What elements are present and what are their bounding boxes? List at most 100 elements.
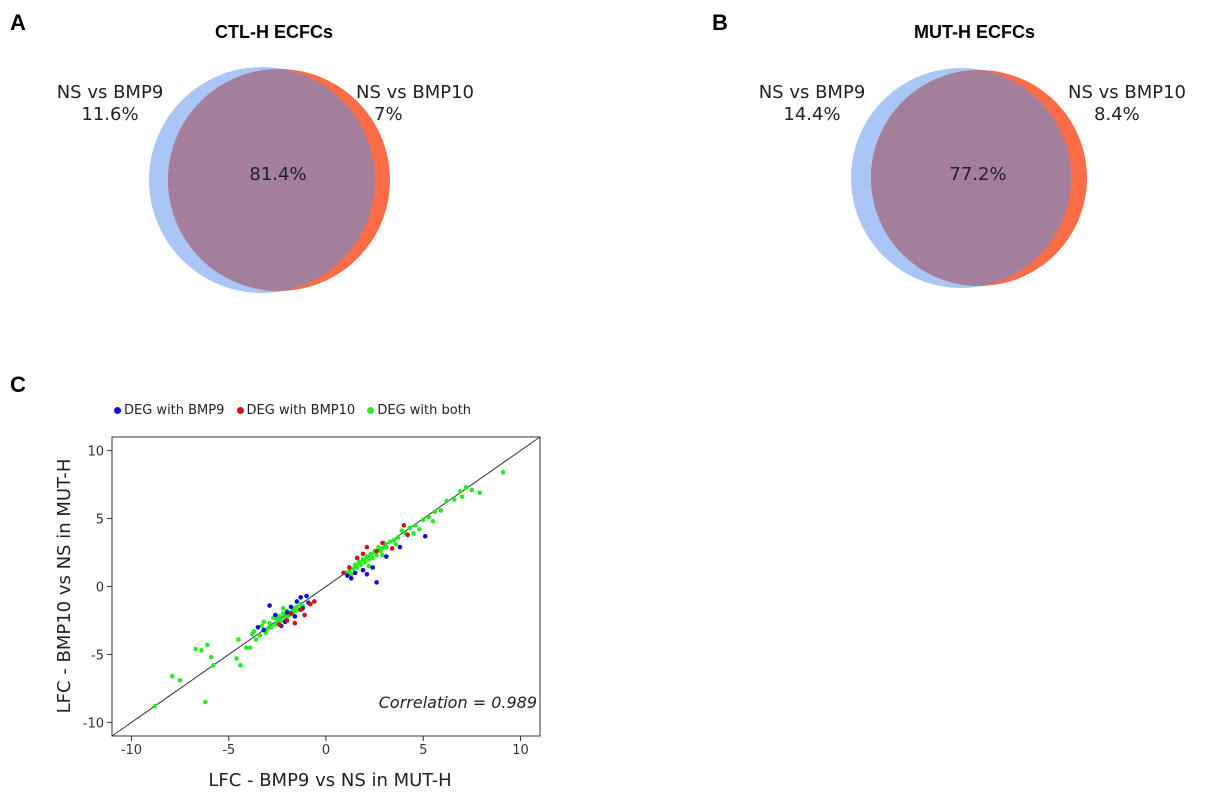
scatter-x-axis-label: LFC - BMP9 vs NS in MUT-H (208, 770, 451, 791)
point-deg-with-both (362, 559, 368, 565)
legend-item-bmp10: DEG with BMP10 (236, 403, 355, 418)
point-deg-with-both (199, 648, 204, 653)
point-deg-with-both (459, 494, 465, 500)
point-deg-with-bmp10 (312, 599, 317, 604)
point-deg-with-both (463, 484, 469, 490)
point-deg-with-bmp10 (374, 548, 379, 554)
point-deg-with-bmp10 (354, 555, 360, 561)
point-deg-with-bmp9 (422, 533, 428, 539)
venn-b-title: MUT-H ECFCs (914, 22, 1035, 42)
x-tick-label: -10 (121, 743, 142, 758)
point-deg-with-both (395, 535, 401, 540)
point-deg-with-both (280, 611, 286, 616)
venn-b-right-label: NS vs BMP10 8.4% (1068, 82, 1216, 126)
point-deg-with-both (203, 699, 208, 705)
venn-a-right-pct: 7% (374, 104, 403, 125)
point-deg-with-both (366, 557, 372, 562)
point-deg-with-both (350, 566, 356, 572)
venn-b-overlap-pct: 77.2% (949, 164, 1007, 185)
point-deg-with-both (267, 620, 272, 626)
point-deg-with-both (399, 528, 405, 534)
point-deg-with-both (269, 624, 274, 630)
legend-item-bmp9: DEG with BMP9 (114, 403, 224, 418)
identity-line (111, 436, 541, 737)
point-deg-with-both (432, 509, 438, 515)
point-deg-with-both (265, 626, 270, 631)
point-deg-with-bmp9 (348, 576, 354, 581)
point-deg-with-bmp10 (292, 620, 298, 626)
point-deg-with-bmp9 (294, 599, 300, 604)
point-deg-with-both (438, 508, 444, 513)
point-deg-with-both (253, 637, 259, 642)
point-deg-with-both (457, 489, 463, 494)
point-deg-with-both (251, 629, 257, 634)
venn-a-left-set: NS vs BMP9 (56, 82, 164, 103)
point-deg-with-both (500, 470, 506, 475)
point-deg-with-bmp9 (292, 614, 298, 619)
point-deg-with-both (280, 605, 286, 611)
venn-a-left-label: NS vs BMP9 11.6% (40, 82, 180, 126)
point-deg-with-bmp10 (347, 565, 352, 570)
point-deg-with-bmp9 (267, 603, 272, 608)
point-deg-with-bmp9 (273, 612, 278, 618)
x-tick-label: 0 (322, 743, 330, 758)
point-deg-with-both (284, 614, 290, 619)
venn-a-right-label: NS vs BMP10 7% (356, 82, 506, 126)
point-deg-with-both (205, 642, 210, 648)
legend-label-both: DEG with both (377, 403, 472, 418)
point-deg-with-both (393, 542, 399, 547)
point-deg-with-bmp9 (288, 604, 294, 610)
point-deg-with-bmp10 (341, 570, 346, 576)
point-deg-with-bmp9 (370, 565, 375, 570)
venn-a-left-pct: 11.6% (81, 104, 139, 125)
legend-dot-bmp10 (236, 406, 244, 414)
point-deg-with-both (277, 614, 282, 619)
point-deg-with-both (380, 552, 385, 558)
point-deg-with-both (426, 514, 432, 520)
legend-dot-bmp9 (114, 406, 121, 414)
point-deg-with-both (477, 490, 482, 496)
correlation-annotation: Correlation = 0.989 (379, 693, 537, 712)
venn-a-overlap-pct: 81.4% (249, 164, 307, 185)
point-deg-with-both (259, 623, 265, 629)
x-tick-label: -5 (222, 743, 235, 758)
point-deg-with-bmp9 (304, 593, 309, 599)
y-tick-label: 5 (96, 513, 104, 528)
point-deg-with-bmp9 (397, 544, 403, 550)
point-deg-with-bmp9 (284, 610, 290, 615)
point-deg-with-both (358, 562, 364, 568)
point-deg-with-bmp9 (384, 554, 389, 559)
point-deg-with-both (368, 551, 374, 557)
point-deg-with-bmp10 (277, 622, 282, 627)
venn-b-right-set: NS vs BMP10 (1068, 82, 1187, 103)
point-deg-with-both (234, 656, 239, 661)
point-deg-with-both (387, 539, 393, 544)
point-deg-with-both (420, 517, 426, 523)
legend-label-bmp9: DEG with BMP9 (124, 403, 225, 418)
point-deg-with-both (430, 518, 436, 524)
legend-item-both: DEG with both (367, 403, 471, 418)
point-deg-with-both (348, 571, 354, 577)
point-deg-with-both (366, 563, 372, 569)
point-deg-with-both (469, 487, 475, 493)
point-deg-with-both (278, 618, 284, 623)
point-deg-with-both (370, 555, 375, 561)
point-deg-with-both (384, 544, 389, 550)
legend-dot-both (367, 406, 375, 414)
y-tick-label: 0 (96, 581, 104, 596)
y-tick-label: -10 (83, 716, 104, 731)
venn-b-right-pct: 8.4% (1094, 104, 1140, 125)
panel-a-letter: A (10, 10, 26, 35)
point-deg-with-bmp10 (308, 601, 313, 607)
x-tick-label: 5 (419, 743, 427, 758)
point-deg-with-both (413, 523, 418, 528)
point-deg-with-bmp10 (360, 551, 366, 557)
venn-a-overlap (168, 69, 375, 291)
point-deg-with-bmp10 (298, 607, 304, 612)
scatter-y-axis-label: LFC - BMP10 vs NS in MUT-H (54, 459, 75, 714)
y-tick-label: -5 (91, 648, 104, 663)
point-deg-with-both (243, 645, 249, 650)
